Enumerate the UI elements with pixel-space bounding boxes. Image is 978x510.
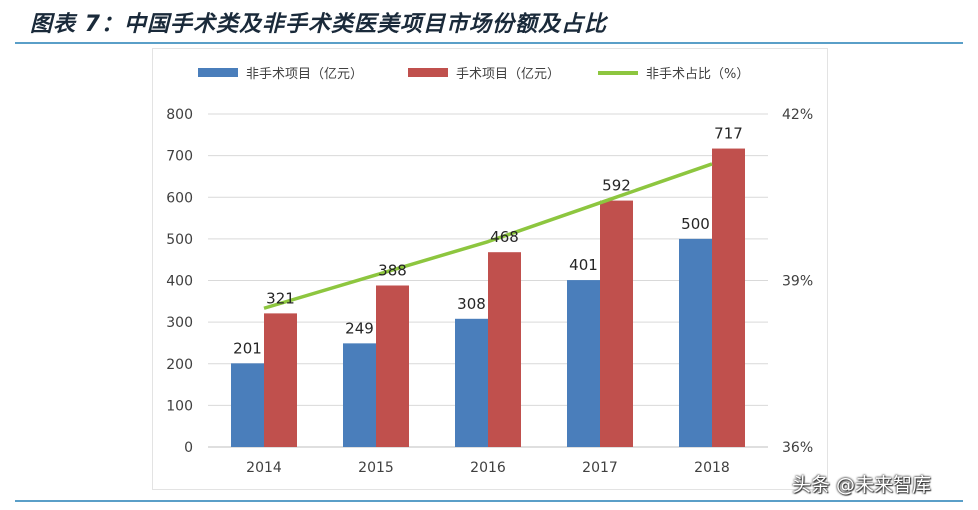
figure-title: 图表 7：中国手术类及非手术类医美项目市场份额及占比 <box>30 12 607 37</box>
y-axis-right: 36% 39% 42% <box>782 107 813 456</box>
y-tick-label: 300 <box>166 315 193 331</box>
y-tick-label: 100 <box>166 398 193 414</box>
legend-ratio-label: 非手术占比（%） <box>646 67 749 82</box>
y-tick-label: 400 <box>166 274 193 290</box>
title-rule <box>15 42 963 44</box>
data-label: 401 <box>569 256 598 274</box>
ratio-line <box>263 162 713 310</box>
data-label: 249 <box>345 319 374 337</box>
y2-tick-label: 36% <box>782 440 813 456</box>
x-tick-label: 2017 <box>582 460 618 476</box>
legend-surgical-swatch <box>408 68 448 77</box>
x-axis: 2014 2015 2016 2017 2018 <box>246 460 730 476</box>
y-tick-label: 0 <box>184 440 193 456</box>
data-label: 592 <box>602 177 631 195</box>
legend: 非手术项目（亿元） 手术项目（亿元） 非手术占比（%） <box>198 67 749 82</box>
y-tick-label: 200 <box>166 357 193 373</box>
x-tick-label: 2014 <box>246 460 282 476</box>
bar-surgical <box>488 252 521 447</box>
data-labels: 201 249 308 401 500 321 388 468 592 717 <box>233 125 743 358</box>
data-label: 308 <box>457 295 486 313</box>
y-tick-label: 600 <box>166 190 193 206</box>
bar-non-surgical <box>343 343 376 447</box>
watermark: 头条 @未来智库 <box>792 474 932 496</box>
bar-surgical <box>600 200 633 447</box>
bar-non-surgical <box>679 238 712 447</box>
bottom-rule <box>15 500 963 502</box>
legend-non-surgical-label: 非手术项目（亿元） <box>246 67 363 82</box>
bar-surgical <box>712 148 745 447</box>
x-tick-label: 2018 <box>694 460 730 476</box>
data-label: 468 <box>490 228 519 246</box>
bars <box>231 148 745 447</box>
bar-non-surgical <box>567 280 600 447</box>
y-tick-label: 500 <box>166 232 193 248</box>
bar-non-surgical <box>455 318 488 447</box>
y2-tick-label: 42% <box>782 107 813 123</box>
data-label: 201 <box>233 339 262 357</box>
y-tick-label: 700 <box>166 149 193 165</box>
data-label: 321 <box>266 289 295 307</box>
x-tick-label: 2015 <box>358 460 394 476</box>
data-label: 500 <box>681 215 710 233</box>
legend-surgical-label: 手术项目（亿元） <box>456 67 560 82</box>
data-label: 388 <box>378 261 407 279</box>
y-tick-label: 800 <box>166 107 193 123</box>
bar-non-surgical <box>231 363 264 447</box>
ratio-line-layer <box>263 162 713 310</box>
data-label: 717 <box>714 125 743 143</box>
x-tick-label: 2016 <box>470 460 506 476</box>
legend-non-surgical-swatch <box>198 68 238 77</box>
bar-surgical <box>264 313 297 447</box>
y-axis-left: 0 100 200 300 400 500 600 700 800 <box>166 107 193 456</box>
bar-surgical <box>376 285 409 447</box>
y2-tick-label: 39% <box>782 274 813 290</box>
